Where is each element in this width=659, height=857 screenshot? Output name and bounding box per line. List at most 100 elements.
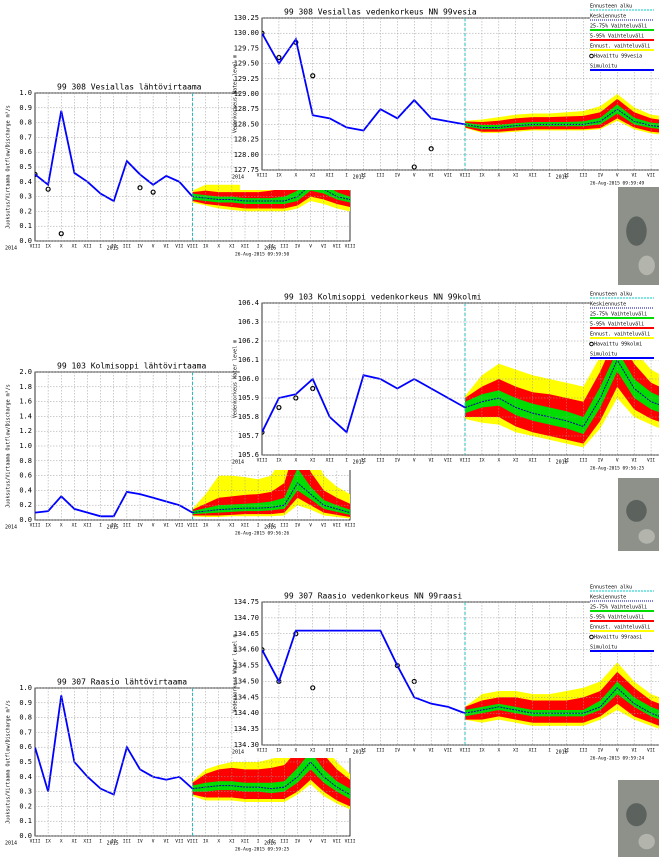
y-tick-label: 106.0 bbox=[238, 375, 259, 383]
x-tick-label: IX bbox=[45, 523, 51, 529]
y-tick-label: 0.3 bbox=[19, 193, 32, 201]
x-tick-label: I bbox=[99, 523, 102, 529]
y-tick-label: 134.75 bbox=[234, 598, 259, 606]
y-tick-label: 0.6 bbox=[19, 472, 32, 480]
y-tick-label: 1.4 bbox=[19, 412, 32, 420]
x-tick-label: VII bbox=[333, 839, 341, 845]
page: {"chart_data": [ {"type": "line", "title… bbox=[0, 0, 659, 857]
x-tick-label: IX bbox=[479, 458, 485, 464]
y-tick-label: 0.4 bbox=[19, 178, 32, 186]
x-tick-label: VIII bbox=[345, 523, 356, 529]
x-tick-label: IX bbox=[45, 244, 51, 250]
x-tick-label: XII bbox=[241, 244, 249, 250]
x-tick-label: VIII bbox=[187, 244, 198, 250]
x-tick-label: VII bbox=[444, 748, 452, 754]
x-tick-label: VI bbox=[428, 458, 434, 464]
x-tick-label: XI bbox=[310, 458, 316, 464]
chart-title: 99 308 Vesiallas lähtövirtaama bbox=[57, 83, 202, 92]
x-tick-label: VIII bbox=[460, 458, 471, 464]
y-tick-label: 0.4 bbox=[19, 773, 32, 781]
x-tick-label: X bbox=[60, 244, 63, 250]
x-tick-label: III bbox=[280, 839, 288, 845]
x-tick-label: XII bbox=[529, 748, 537, 754]
year-label: 2014 bbox=[5, 525, 17, 531]
timestamp: 26-Aug-2015 09:59:50 bbox=[235, 252, 289, 258]
x-tick-label: VIII bbox=[460, 173, 471, 179]
x-tick-label: XI bbox=[310, 173, 316, 179]
y-tick-label: 0.9 bbox=[19, 699, 32, 707]
x-tick-label: XII bbox=[529, 173, 537, 179]
timestamp: 26-Aug-2015 09:59:49 bbox=[590, 181, 644, 187]
x-tick-label: XI bbox=[310, 748, 316, 754]
x-tick-label: IV bbox=[598, 173, 604, 179]
year-label: 2014 bbox=[232, 460, 244, 466]
y-tick-label: 106.3 bbox=[238, 318, 259, 326]
x-tick-label: VIII bbox=[187, 523, 198, 529]
x-tick-label: X bbox=[60, 523, 63, 529]
timestamp: 26-Aug-2015 09:59:25 bbox=[235, 847, 289, 853]
x-tick-label: III bbox=[579, 173, 587, 179]
legend-label: 25-75% Vaihteluväli bbox=[590, 24, 647, 30]
x-tick-label: III bbox=[579, 458, 587, 464]
timestamp: 26-Aug-2015 09:56:25 bbox=[590, 466, 644, 472]
y-tick-label: 1.0 bbox=[19, 442, 32, 450]
x-tick-label: V bbox=[413, 748, 416, 754]
x-tick-label: IX bbox=[276, 458, 282, 464]
x-tick-label: XII bbox=[83, 523, 91, 529]
x-tick-label: VI bbox=[164, 244, 170, 250]
y-tick-label: 106.2 bbox=[238, 337, 259, 345]
x-tick-label: V bbox=[309, 839, 312, 845]
x-tick-label: VI bbox=[631, 748, 637, 754]
legend-label: Ennusteen alku bbox=[590, 4, 632, 10]
x-tick-label: VIII bbox=[257, 173, 268, 179]
x-tick-label: V bbox=[616, 748, 619, 754]
x-tick-label: III bbox=[376, 748, 384, 754]
y-tick-label: 128.25 bbox=[234, 136, 259, 144]
legend-label: Simuloitu bbox=[590, 645, 617, 651]
y-tick-label: 130.25 bbox=[234, 14, 259, 22]
x-tick-label: I bbox=[99, 244, 102, 250]
x-tick-label: III bbox=[280, 523, 288, 529]
y-tick-label: 0.8 bbox=[19, 457, 32, 465]
x-tick-label: X bbox=[294, 173, 297, 179]
x-tick-label: VII bbox=[647, 748, 655, 754]
x-tick-label: XI bbox=[229, 244, 235, 250]
x-tick-label: VII bbox=[333, 244, 341, 250]
x-tick-label: I bbox=[345, 458, 348, 464]
year-label: 2016 bbox=[556, 460, 568, 466]
thumbnail-field bbox=[639, 834, 655, 849]
x-tick-label: V bbox=[152, 523, 155, 529]
x-tick-label: IX bbox=[203, 523, 209, 529]
x-tick-label: IV bbox=[295, 244, 301, 250]
y-tick-label: 0.3 bbox=[19, 788, 32, 796]
x-tick-label: I bbox=[257, 839, 260, 845]
x-tick-label: III bbox=[280, 244, 288, 250]
y-axis-label: Vedenkorkeus Water level m bbox=[233, 634, 239, 712]
x-tick-label: IV bbox=[395, 748, 401, 754]
legend-label: 25-75% Vaihteluväli bbox=[590, 605, 647, 611]
year-label: 2014 bbox=[232, 175, 244, 181]
x-tick-label: IV bbox=[395, 458, 401, 464]
x-tick-label: I bbox=[548, 458, 551, 464]
y-tick-label: 0.2 bbox=[19, 207, 32, 215]
timestamp: 26-Aug-2015 09:59:24 bbox=[590, 756, 644, 762]
y-tick-label: 0.6 bbox=[19, 148, 32, 156]
legend-label: Ennust. vaihteluväli bbox=[590, 44, 650, 50]
year-label: 2016 bbox=[556, 750, 568, 756]
x-tick-label: V bbox=[616, 173, 619, 179]
year-label: 2014 bbox=[5, 246, 17, 252]
x-tick-label: VIII bbox=[30, 839, 41, 845]
x-tick-label: XI bbox=[513, 458, 519, 464]
y-tick-label: 134.35 bbox=[234, 725, 259, 733]
y-tick-label: 105.9 bbox=[238, 394, 259, 402]
x-tick-label: X bbox=[497, 173, 500, 179]
x-tick-label: XI bbox=[72, 523, 78, 529]
x-tick-label: IX bbox=[479, 748, 485, 754]
x-tick-label: III bbox=[376, 458, 384, 464]
legend-label: Simuloitu bbox=[590, 64, 617, 70]
x-tick-label: X bbox=[294, 458, 297, 464]
x-tick-label: VII bbox=[175, 523, 183, 529]
legend-label: 5-95% Vaihteluväli bbox=[590, 322, 644, 328]
x-tick-label: IX bbox=[203, 244, 209, 250]
timestamp: 26-Aug-2015 09:56:26 bbox=[235, 531, 289, 537]
